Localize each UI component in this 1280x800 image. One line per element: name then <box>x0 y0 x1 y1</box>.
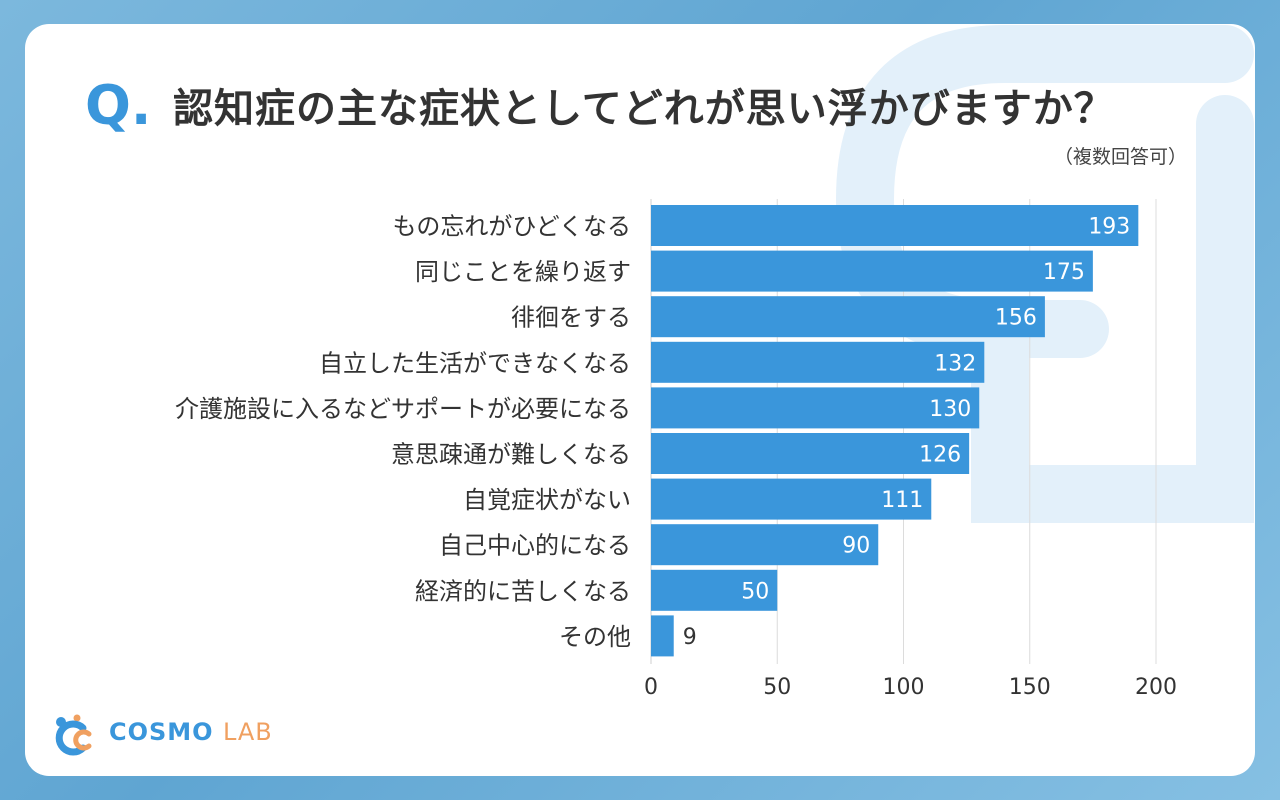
category-label-0: もの忘れがひどくなる <box>392 213 631 241</box>
x-tick-label-3: 150 <box>1009 675 1051 700</box>
bar-9 <box>651 615 674 657</box>
bar-0 <box>651 205 1139 246</box>
logo-word-cosmo: COSMO <box>109 718 214 746</box>
value-label-2: 156 <box>995 306 1037 331</box>
question-mark-label: Q. <box>85 74 152 137</box>
x-tick-label-2: 100 <box>883 675 925 700</box>
value-label-1: 175 <box>1043 260 1085 285</box>
bar-2 <box>651 296 1045 338</box>
bar-7 <box>651 524 879 566</box>
category-label-6: 自覚症状がない <box>463 486 631 514</box>
category-label-7: 自己中心的になる <box>439 532 631 560</box>
card: Q. 認知症の主な症状としてどれが思い浮かびますか？ （複数回答可） もの忘れが… <box>25 24 1255 776</box>
value-label-7: 90 <box>842 534 870 559</box>
cosmo-lab-logo: COSMO LAB <box>49 712 279 756</box>
bar-3 <box>651 341 985 383</box>
category-label-4: 介護施設に入るなどサポートが必要になる <box>175 395 631 423</box>
x-tick-label-1: 50 <box>763 675 791 700</box>
cosmo-lab-logo-icon <box>55 714 92 756</box>
value-label-4: 130 <box>929 397 971 422</box>
x-tick-label-4: 200 <box>1135 675 1177 700</box>
value-label-6: 111 <box>881 488 923 513</box>
category-label-3: 自立した生活ができなくなる <box>319 349 631 377</box>
page-title: 認知症の主な症状としてどれが思い浮かびますか？ <box>173 86 1115 132</box>
category-label-2: 徘徊をする <box>511 304 631 332</box>
value-label-3: 132 <box>934 351 976 376</box>
category-label-9: その他 <box>559 623 631 651</box>
bar-1 <box>651 250 1093 292</box>
bar-8 <box>651 569 778 611</box>
x-tick-label-0: 0 <box>644 675 658 700</box>
value-label-5: 126 <box>919 443 961 468</box>
bar-6 <box>651 478 932 520</box>
bar-5 <box>651 433 970 474</box>
value-label-8: 50 <box>741 579 769 604</box>
value-label-9: 9 <box>683 625 697 650</box>
multiple-answer-note: （複数回答可） <box>1053 146 1187 168</box>
category-label-1: 同じことを繰り返す <box>415 258 631 286</box>
value-label-0: 193 <box>1088 215 1130 240</box>
logo-word-lab: LAB <box>222 718 273 746</box>
bar-chart: もの忘れがひどくなる 193 同じことを繰り返す 175 徘徊をする 156 自立した生活が… <box>175 199 1177 700</box>
category-label-8: 経済的に苦しくなる <box>415 577 631 605</box>
category-label-5: 意思疎通が難しくなる <box>391 441 631 469</box>
logo-text: COSMO LAB <box>109 718 273 746</box>
bar-4 <box>651 387 980 429</box>
